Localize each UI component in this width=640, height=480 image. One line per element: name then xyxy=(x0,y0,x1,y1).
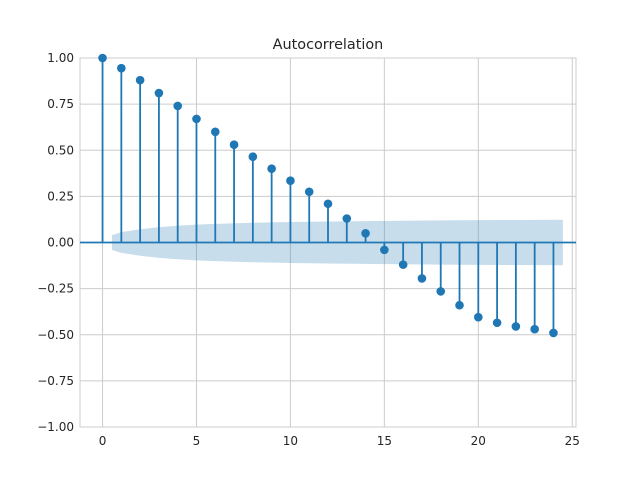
acf-point-1 xyxy=(117,63,126,73)
acf-point-3 xyxy=(154,88,164,98)
y-tick-label: −0.25 xyxy=(37,282,74,296)
x-tick-label: 10 xyxy=(283,434,298,448)
acf-point-2 xyxy=(135,75,145,85)
y-tick-label: −0.50 xyxy=(37,328,74,342)
y-tick-label: 0.75 xyxy=(47,97,74,111)
acf-point-14 xyxy=(361,228,370,238)
acf-point-0 xyxy=(98,53,107,63)
acf-point-22 xyxy=(511,322,521,331)
chart-title: Autocorrelation xyxy=(273,37,384,53)
acf-point-21 xyxy=(492,318,502,328)
acf-point-13 xyxy=(342,214,352,223)
y-tick-label: 0.00 xyxy=(47,236,74,250)
y-tick-label: 1.00 xyxy=(47,51,74,65)
acf-point-11 xyxy=(304,187,314,197)
acf-point-12 xyxy=(323,199,333,209)
acf-point-24 xyxy=(549,328,558,338)
x-tick-label: 0 xyxy=(99,434,107,448)
acf-point-23 xyxy=(530,324,539,334)
acf-point-6 xyxy=(210,127,220,137)
acf-point-9 xyxy=(267,164,276,173)
acf-point-15 xyxy=(380,245,389,255)
acf-point-7 xyxy=(229,140,239,150)
y-tick-label: 0.50 xyxy=(47,143,74,157)
acf-point-4 xyxy=(173,101,182,111)
x-tick-label: 25 xyxy=(565,434,580,448)
acf-point-18 xyxy=(436,287,446,296)
x-tick-label: 15 xyxy=(377,434,392,448)
y-tick-labels: −1.00 −0.75 −0.50 −0.25 0.00 0.25 0.50 0.75 1.00 xyxy=(37,51,74,434)
acf-point-19 xyxy=(455,300,464,310)
acf-point-20 xyxy=(474,312,483,322)
y-tick-label: −1.00 xyxy=(37,420,74,434)
y-tick-label: −0.75 xyxy=(37,374,74,388)
acf-point-17 xyxy=(417,274,427,283)
acf-point-10 xyxy=(286,176,295,185)
x-tick-label: 5 xyxy=(193,434,201,448)
x-tick-label: 20 xyxy=(471,434,486,448)
acf-point-8 xyxy=(248,152,258,162)
acf-markers xyxy=(98,53,558,338)
acf-point-16 xyxy=(398,260,408,269)
y-tick-label: 0.25 xyxy=(47,189,74,203)
x-tick-labels: 0 5 10 15 20 25 xyxy=(99,434,580,448)
acf-point-5 xyxy=(192,114,201,124)
